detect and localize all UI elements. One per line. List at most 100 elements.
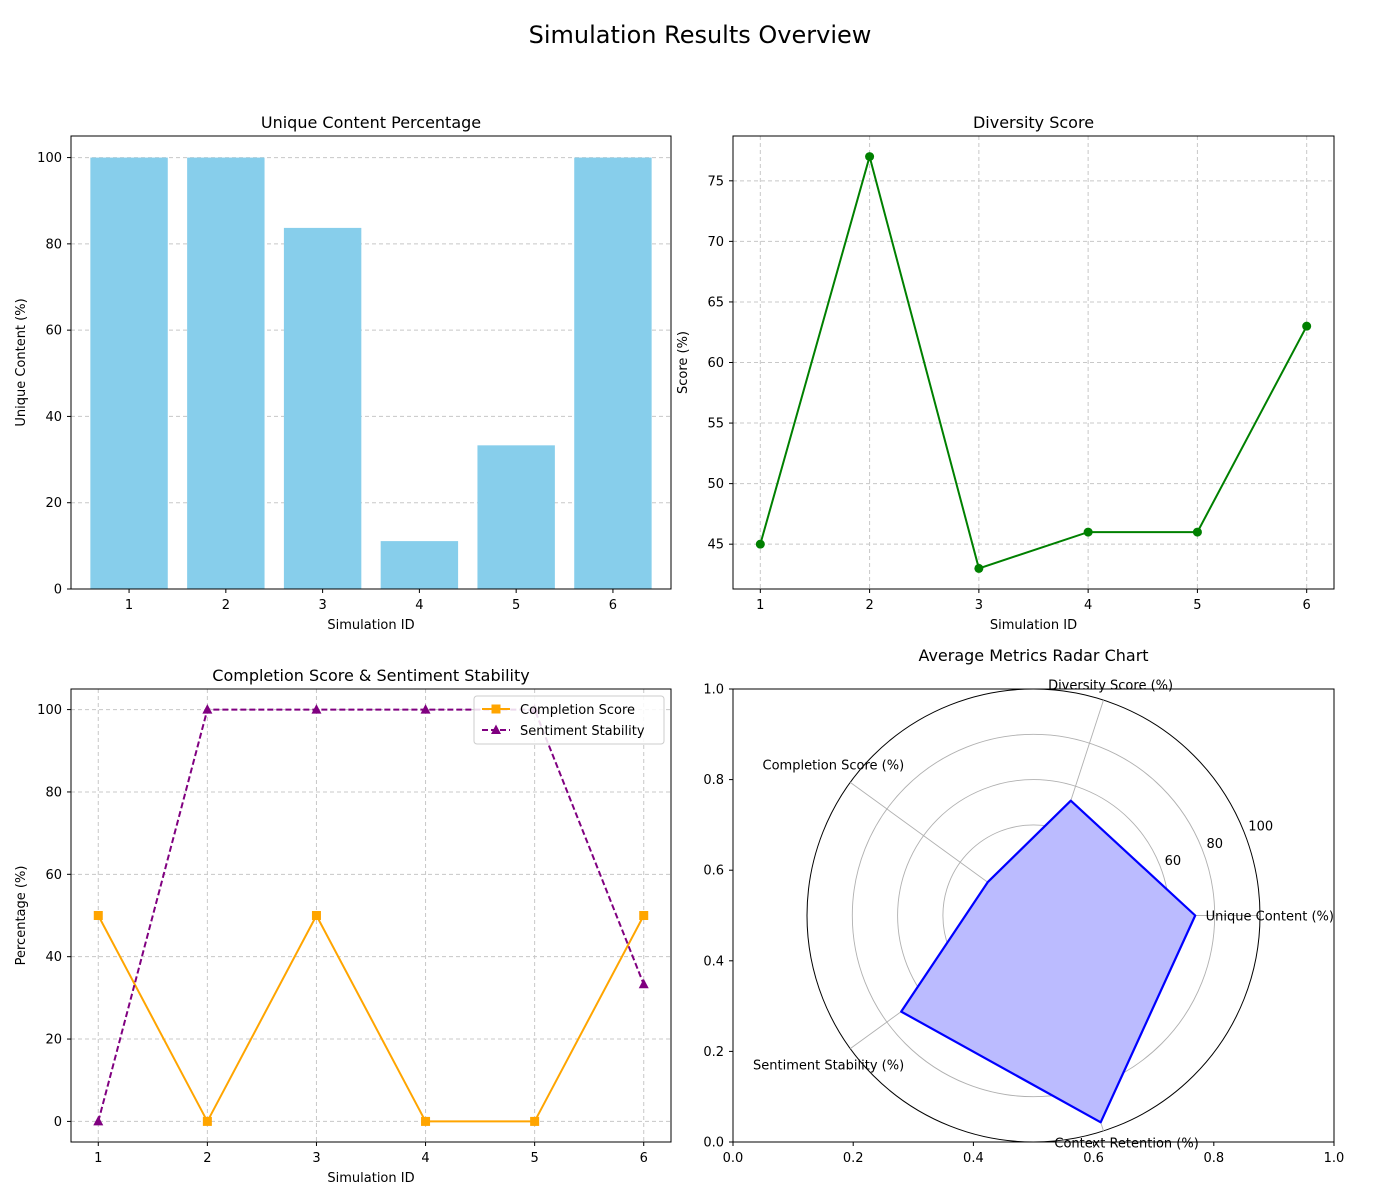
x-axis-label: Simulation ID xyxy=(990,618,1077,633)
plot-frame xyxy=(732,135,1335,590)
y-tick-label: 0.4 xyxy=(703,954,724,969)
y-tick-label: 20 xyxy=(45,496,62,511)
data-point xyxy=(974,563,984,573)
y-tick-label: 45 xyxy=(707,538,724,553)
x-tick-label: 3 xyxy=(975,598,983,613)
x-tick-label: 0.8 xyxy=(1203,1151,1224,1166)
data-point xyxy=(421,1116,431,1126)
completion-sentiment-line-chart: 0 20 40 60 80 100 1 2 3 4 5 6 Completion Score Sentim… xyxy=(14,666,672,1186)
bar xyxy=(574,157,652,590)
data-point xyxy=(311,911,321,920)
radar-category-label: Unique Content (%) xyxy=(1206,910,1334,925)
x-tick-label: 6 xyxy=(640,1151,648,1166)
bar xyxy=(283,227,362,589)
data-point xyxy=(93,1115,104,1126)
y-tick-label: 40 xyxy=(45,950,62,965)
data-point xyxy=(638,978,649,989)
bar xyxy=(187,157,265,590)
y-axis-label: Unique Content (%) xyxy=(14,298,29,426)
y-tick-label: 50 xyxy=(707,477,724,492)
x-tick-label: 1 xyxy=(94,1151,102,1166)
radar-category-label: Context Retention (%) xyxy=(1054,1136,1198,1151)
x-tick-label: 1 xyxy=(756,598,764,613)
x-tick-label: 4 xyxy=(421,1151,429,1166)
y-tick-label: 0.2 xyxy=(703,1045,724,1060)
subplot-title: Average Metrics Radar Chart xyxy=(918,646,1148,665)
y-tick-label: 0.6 xyxy=(703,864,724,879)
figure-title: Simulation Results Overview xyxy=(529,21,872,49)
x-tick-label: 4 xyxy=(1084,598,1092,613)
x-tick-label: 5 xyxy=(512,598,520,613)
data-point xyxy=(530,1116,540,1126)
data-point xyxy=(639,911,649,920)
x-tick-label: 0.4 xyxy=(963,1151,984,1166)
y-tick-label: 75 xyxy=(707,174,724,189)
bar xyxy=(477,445,555,589)
x-tick-label: 0.6 xyxy=(1083,1151,1104,1166)
series-line xyxy=(759,152,1308,570)
legend: Completion Score Sentiment Stability xyxy=(473,695,665,745)
radial-tick-label: 80 xyxy=(1206,837,1223,852)
y-tick-label: 0 xyxy=(54,1115,62,1130)
data-point xyxy=(202,704,213,714)
y-tick-label: 60 xyxy=(45,324,62,339)
x-tick-label: 4 xyxy=(415,598,423,613)
subplot-title: Completion Score & Sentiment Stability xyxy=(212,666,529,685)
radar-category-label: Diversity Score (%) xyxy=(1048,679,1173,694)
average-metrics-radar-chart: 0.0 0.2 0.4 0.6 0.8 1.0 0.0 0.2 0.4 0.6 0.8 1.0 Aver… xyxy=(703,646,1344,1166)
y-tick-label: 80 xyxy=(45,785,62,800)
bar xyxy=(380,541,459,589)
data-point xyxy=(1192,527,1202,537)
y-tick-label: 100 xyxy=(37,151,62,166)
y-axis-label: Percentage (%) xyxy=(14,866,29,966)
bar xyxy=(90,157,168,590)
legend-marker xyxy=(491,724,501,734)
y-tick-label: 0.0 xyxy=(703,1136,724,1151)
series-line xyxy=(97,708,645,1122)
data-point xyxy=(1302,321,1312,331)
data-point xyxy=(93,911,103,920)
data-point xyxy=(202,1116,212,1126)
plot-frame xyxy=(70,135,672,590)
data-point xyxy=(1083,527,1093,537)
legend-label: Completion Score xyxy=(520,703,635,718)
x-tick-label: 5 xyxy=(530,1151,538,1166)
y-tick-label: 0 xyxy=(54,583,62,598)
subplot-title: Diversity Score xyxy=(973,113,1094,132)
x-tick-label: 2 xyxy=(865,598,873,613)
series-line xyxy=(97,913,645,1124)
y-tick-label: 20 xyxy=(45,1033,62,1048)
legend-box xyxy=(473,695,665,745)
x-tick-label: 1 xyxy=(125,598,133,613)
y-tick-label: 60 xyxy=(45,868,62,883)
y-tick-label: 80 xyxy=(45,237,62,252)
x-tick-label: 6 xyxy=(609,598,617,613)
data-point xyxy=(311,704,322,714)
x-tick-label: 3 xyxy=(318,598,326,613)
radar-polygon xyxy=(900,799,1197,1124)
y-tick-label: 100 xyxy=(37,703,62,718)
x-axis-label: Simulation ID xyxy=(327,618,414,633)
x-tick-label: 0.2 xyxy=(843,1151,864,1166)
radial-tick-label: 100 xyxy=(1248,820,1273,835)
y-tick-label: 65 xyxy=(707,295,724,310)
y-tick-label: 60 xyxy=(707,356,724,371)
data-point xyxy=(420,704,431,714)
radial-tick-label: 60 xyxy=(1165,854,1182,869)
x-tick-label: 0.0 xyxy=(723,1151,744,1166)
legend-label: Sentiment Stability xyxy=(520,724,645,739)
data-point xyxy=(865,152,875,162)
subplot-title: Unique Content Percentage xyxy=(261,113,481,132)
y-tick-label: 0.8 xyxy=(703,773,724,788)
y-tick-label: 55 xyxy=(707,417,724,432)
x-tick-label: 6 xyxy=(1303,598,1311,613)
unique-content-bar-chart: 0 20 40 60 80 100 1 2 3 4 5 6 Unique Content Percent… xyxy=(14,113,672,633)
x-tick-label: 3 xyxy=(312,1151,320,1166)
x-tick-label: 2 xyxy=(203,1151,211,1166)
y-tick-label: 1.0 xyxy=(703,683,724,698)
x-axis-label: Simulation ID xyxy=(327,1171,414,1186)
y-axis-label: Score (%) xyxy=(676,331,691,394)
x-tick-label: 2 xyxy=(222,598,230,613)
